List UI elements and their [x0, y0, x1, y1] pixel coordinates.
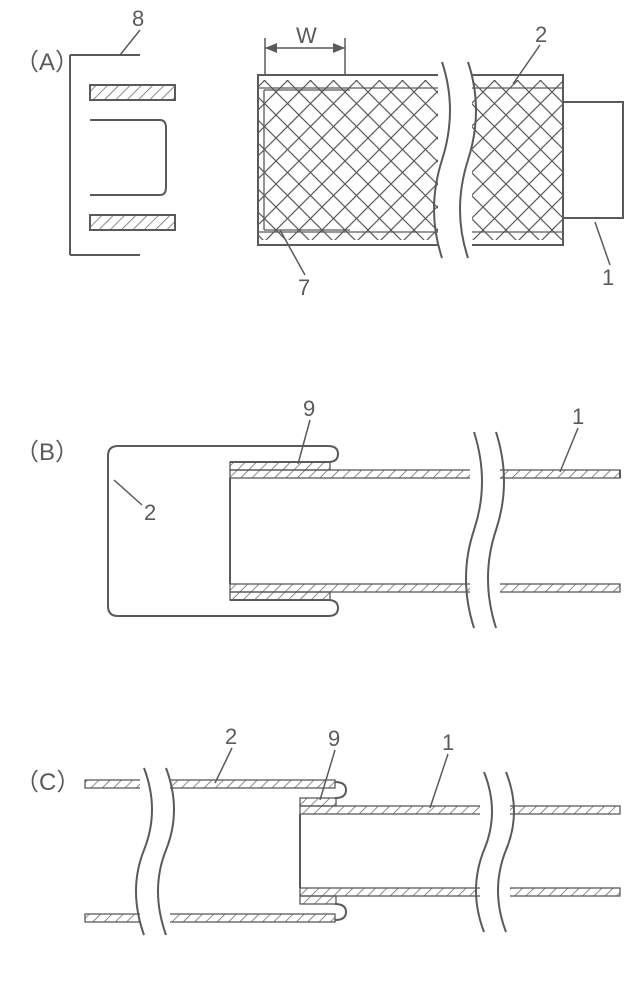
callout-7: 7	[280, 230, 310, 300]
callout-9-b-text: 9	[303, 396, 315, 421]
callout-2-a-text: 2	[535, 22, 547, 47]
callout-2-c: 2	[215, 724, 237, 783]
panel-b-label: （B）	[15, 439, 79, 466]
callout-9-c-text: 9	[328, 726, 340, 751]
dimension-w: W	[265, 23, 345, 76]
callout-1-b: 1	[560, 404, 584, 472]
panel-c: （C）	[15, 724, 620, 940]
callout-1-b-text: 1	[572, 404, 584, 429]
callout-8: 8	[120, 6, 144, 55]
callout-1-a: 1	[595, 222, 614, 290]
callout-2-b: 2	[114, 480, 156, 525]
panel-b: （B）	[15, 396, 620, 630]
callout-1-c-text: 1	[442, 730, 454, 755]
callout-1-a-text: 1	[602, 265, 614, 290]
callout-2-c-text: 2	[225, 724, 237, 749]
callout-9-b: 9	[298, 396, 315, 464]
dimension-w-label: W	[296, 23, 317, 48]
callout-2-b-text: 2	[144, 500, 156, 525]
panel-a: （A） 8	[15, 6, 623, 300]
callout-7-text: 7	[298, 275, 310, 300]
panel-c-label: （C）	[15, 769, 80, 796]
crosshatched-piece	[258, 60, 623, 260]
callout-1-c: 1	[430, 730, 454, 808]
fitting-8	[70, 55, 175, 255]
callout-9-c: 9	[320, 726, 340, 800]
callout-8-text: 8	[132, 6, 144, 31]
